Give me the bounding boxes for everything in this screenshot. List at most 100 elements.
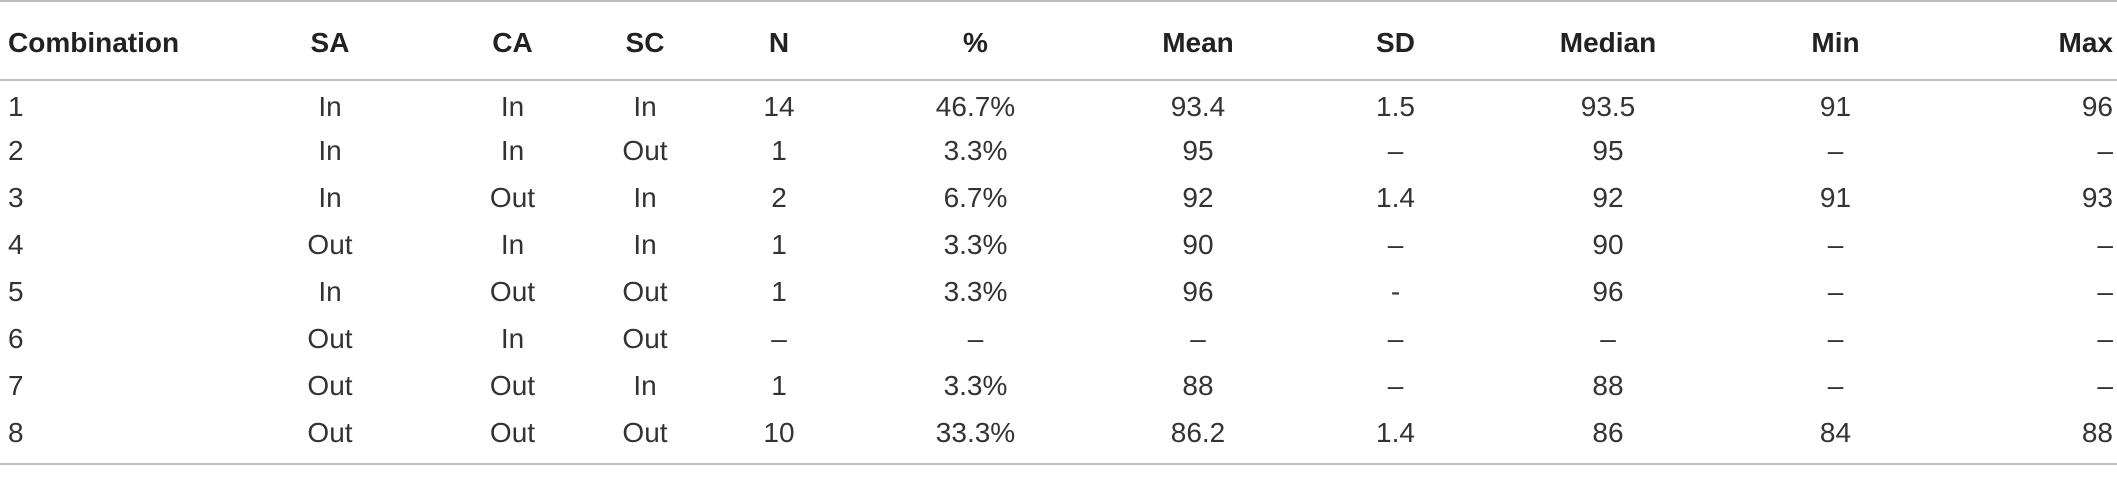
cell-sa: Out	[307, 322, 353, 354]
cell-sa: Out	[307, 228, 353, 260]
cell-median: 88	[1592, 369, 1624, 401]
header-percent: %	[863, 0, 1088, 81]
table-row: 2 In In Out 1 3.3% 95 – 95 – –	[0, 127, 2117, 174]
cell-max: –	[2097, 275, 2113, 307]
cell-max: 93	[2081, 181, 2113, 213]
cell-ca: In	[500, 228, 525, 260]
header-min: Min	[1733, 0, 1938, 81]
table-row: 7 Out Out In 1 3.3% 88 – 88 – –	[0, 362, 2117, 409]
cell-median: 93.5	[1580, 91, 1636, 122]
header-mean: Mean	[1088, 0, 1308, 81]
cell-min: 91	[1819, 91, 1852, 122]
cell-max: –	[2097, 134, 2113, 166]
header-n: N	[695, 0, 863, 81]
cell-ca: Out	[489, 275, 536, 307]
data-table: Combination SA CA SC N % Mean SD Median …	[0, 0, 2117, 465]
cell-median: 95	[1592, 134, 1624, 166]
cell-sd: 1.4	[1376, 181, 1415, 213]
cell-n: 1	[771, 134, 787, 166]
cell-mean: 92	[1182, 181, 1214, 213]
cell-n: 1	[771, 228, 787, 260]
cell-min: –	[1827, 134, 1844, 166]
cell-sa: In	[318, 181, 342, 213]
cell-min: 84	[1733, 409, 1938, 465]
cell-n: –	[771, 322, 787, 354]
header-sc: SC	[595, 0, 695, 81]
cell-ca: In	[500, 322, 525, 354]
cell-sa: In	[318, 275, 342, 307]
cell-mean: 86.2	[1088, 409, 1308, 465]
cell-median: 96	[1592, 275, 1624, 307]
cell-percent: 33.3%	[863, 409, 1088, 465]
cell-median: 92	[1592, 181, 1624, 213]
cell-combination: 4	[8, 228, 24, 260]
cell-sc: Out	[622, 275, 668, 307]
cell-sd: 1.5	[1376, 91, 1415, 122]
cell-sc: In	[633, 91, 657, 122]
cell-ca: In	[500, 134, 525, 166]
cell-sc: Out	[595, 409, 695, 465]
header-sa: SA	[230, 0, 430, 81]
table-row: 3 In Out In 2 6.7% 92 1.4 92 91 93	[0, 174, 2117, 221]
header-median: Median	[1483, 0, 1733, 81]
header-max: Max	[1938, 0, 2117, 81]
cell-percent: 6.7%	[943, 181, 1008, 213]
cell-n: 14	[763, 91, 795, 122]
cell-sa: Out	[307, 369, 353, 401]
cell-max: 88	[1938, 409, 2117, 465]
cell-combination: 1	[8, 91, 24, 122]
cell-min: –	[1827, 275, 1844, 307]
cell-sa: In	[318, 134, 342, 166]
cell-min: –	[1827, 322, 1844, 354]
table-row: 5 In Out Out 1 3.3% 96 - 96 – –	[0, 268, 2117, 315]
cell-sc: Out	[622, 134, 668, 166]
cell-min: –	[1827, 369, 1844, 401]
cell-max: –	[2097, 322, 2113, 354]
cell-sd: –	[1387, 322, 1404, 354]
cell-mean: 93.4	[1170, 91, 1226, 122]
cell-sc: In	[633, 181, 657, 213]
cell-sd: –	[1387, 369, 1404, 401]
cell-sd: –	[1387, 228, 1404, 260]
cell-combination: 2	[8, 134, 24, 166]
table-row: 1 In In In 14 46.7% 93.4 1.5 93.5 91 96	[0, 80, 2117, 127]
cell-percent: 3.3%	[943, 275, 1008, 307]
cell-sd: 1.4	[1308, 409, 1483, 465]
cell-median: 86	[1483, 409, 1733, 465]
table-row: 4 Out In In 1 3.3% 90 – 90 – –	[0, 221, 2117, 268]
header-ca: CA	[430, 0, 595, 81]
cell-ca: Out	[430, 409, 595, 465]
cell-percent: –	[967, 322, 984, 354]
cell-median: –	[1600, 322, 1616, 354]
cell-ca: Out	[489, 181, 536, 213]
cell-mean: –	[1190, 322, 1206, 354]
cell-sa: Out	[230, 409, 430, 465]
cell-sd: -	[1390, 275, 1401, 307]
cell-ca: In	[500, 91, 525, 122]
cell-min: –	[1827, 228, 1844, 260]
cell-min: 91	[1819, 181, 1852, 213]
cell-mean: 90	[1182, 228, 1214, 260]
cell-mean: 95	[1182, 134, 1214, 166]
cell-sc: In	[633, 228, 657, 260]
table-body: 1 In In In 14 46.7% 93.4 1.5 93.5 91 96 2 In In Out 1 3.…	[0, 80, 2117, 465]
cell-max: 96	[2081, 91, 2113, 122]
cell-ca: Out	[489, 369, 536, 401]
cell-percent: 3.3%	[943, 369, 1008, 401]
cell-n: 1	[771, 369, 787, 401]
cell-median: 90	[1592, 228, 1624, 260]
header-row: Combination SA CA SC N % Mean SD Median …	[0, 0, 2117, 81]
table-row: 8 Out Out Out 10 33.3% 86.2 1.4 86 84 88	[0, 409, 2117, 465]
cell-max: –	[2097, 369, 2113, 401]
header-combination: Combination	[0, 0, 230, 81]
cell-percent: 46.7%	[935, 91, 1016, 122]
cell-sd: –	[1387, 134, 1404, 166]
cell-sc: In	[633, 369, 657, 401]
cell-max: –	[2097, 228, 2113, 260]
cell-percent: 3.3%	[943, 228, 1008, 260]
cell-sa: In	[318, 91, 342, 122]
cell-combination: 3	[8, 181, 24, 213]
cell-combination: 7	[8, 369, 24, 401]
cell-n: 2	[771, 181, 787, 213]
cell-combination: 5	[8, 275, 24, 307]
